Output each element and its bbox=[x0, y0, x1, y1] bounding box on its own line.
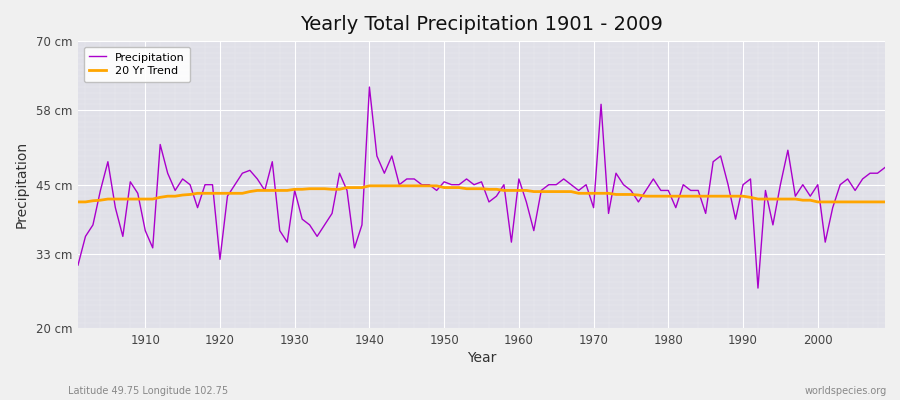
20 Yr Trend bbox=[132, 197, 143, 202]
20 Yr Trend bbox=[73, 200, 84, 204]
Line: Precipitation: Precipitation bbox=[78, 87, 885, 288]
Precipitation bbox=[610, 171, 621, 176]
Precipitation bbox=[514, 176, 525, 181]
Precipitation bbox=[132, 191, 143, 196]
20 Yr Trend bbox=[342, 185, 353, 190]
Text: worldspecies.org: worldspecies.org bbox=[805, 386, 886, 396]
20 Yr Trend bbox=[364, 184, 374, 188]
Precipitation bbox=[342, 188, 353, 193]
Precipitation bbox=[879, 165, 890, 170]
Line: 20 Yr Trend: 20 Yr Trend bbox=[78, 186, 885, 202]
20 Yr Trend bbox=[610, 192, 621, 197]
Precipitation bbox=[297, 217, 308, 222]
Precipitation bbox=[521, 200, 532, 204]
20 Yr Trend bbox=[514, 188, 525, 193]
X-axis label: Year: Year bbox=[467, 351, 496, 365]
Precipitation bbox=[752, 286, 763, 290]
Text: Latitude 49.75 Longitude 102.75: Latitude 49.75 Longitude 102.75 bbox=[68, 386, 228, 396]
Precipitation bbox=[73, 263, 84, 268]
20 Yr Trend bbox=[521, 188, 532, 193]
20 Yr Trend bbox=[297, 187, 308, 192]
20 Yr Trend bbox=[879, 200, 890, 204]
Precipitation bbox=[364, 85, 374, 90]
Y-axis label: Precipitation: Precipitation bbox=[15, 141, 29, 228]
Title: Yearly Total Precipitation 1901 - 2009: Yearly Total Precipitation 1901 - 2009 bbox=[300, 15, 663, 34]
Legend: Precipitation, 20 Yr Trend: Precipitation, 20 Yr Trend bbox=[84, 47, 190, 82]
